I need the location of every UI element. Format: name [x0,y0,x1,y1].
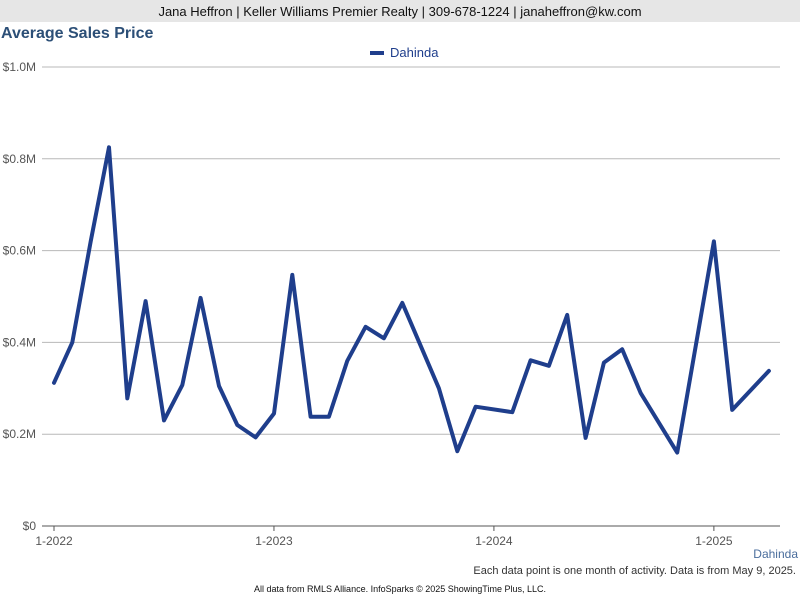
y-tick-label: $0.8M [3,152,36,166]
x-tick-label: 1-2023 [255,534,293,548]
x-tick-label: 1-2024 [475,534,513,548]
y-tick-label: $1.0M [3,60,36,74]
data-note: Each data point is one month of activity… [473,565,796,577]
y-tick-label: $0.6M [3,244,36,258]
legend: Dahinda [370,45,438,60]
series-line-dahinda [52,145,771,455]
agent-contact-text: Jana Heffron | Keller Williams Premier R… [158,3,642,19]
legend-swatch [370,50,384,55]
legend-label: Dahinda [390,45,439,60]
x-tick-label: 1-2025 [695,534,733,548]
chart-title: Average Sales Price [1,25,154,42]
agent-contact-header: Jana Heffron | Keller Williams Premier R… [0,0,800,22]
x-tick-label: 1-2022 [35,534,73,548]
y-tick-label: $0 [23,519,37,533]
series-tag: Dahinda [753,547,798,561]
footer-credits: All data from RMLS Alliance. InfoSparks … [254,584,546,594]
y-tick-label: $0.4M [3,335,36,349]
y-tick-label: $0.2M [3,427,36,441]
